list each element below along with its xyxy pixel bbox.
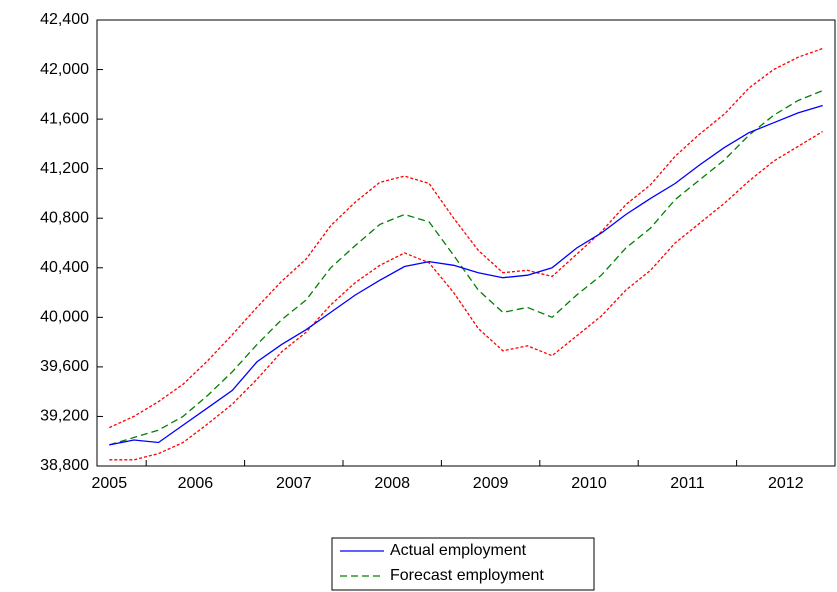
y-tick-label: 38,800 bbox=[40, 457, 89, 474]
x-tick-label: 2010 bbox=[571, 475, 607, 492]
x-tick-label: 2005 bbox=[92, 475, 128, 492]
x-tick-label: 2006 bbox=[178, 475, 214, 492]
series-line bbox=[109, 104, 823, 446]
y-tick-label: 42,000 bbox=[40, 61, 89, 78]
legend-label: Actual employment bbox=[390, 542, 527, 559]
x-tick-label: 2007 bbox=[276, 475, 312, 492]
x-tick-label: 2009 bbox=[473, 475, 509, 492]
y-tick-label: 40,800 bbox=[40, 209, 89, 226]
legend-box bbox=[331, 537, 595, 591]
y-tick-label: 39,200 bbox=[40, 408, 89, 425]
series-line bbox=[109, 47, 823, 429]
y-tick-label: 40,400 bbox=[40, 259, 89, 276]
y-tick-label: 41,600 bbox=[40, 110, 89, 127]
y-tick-label: 42,400 bbox=[40, 11, 89, 28]
series-line bbox=[109, 89, 823, 446]
x-tick-label: 2011 bbox=[670, 475, 705, 492]
plot-frame bbox=[96, 19, 836, 467]
y-tick-label: 40,000 bbox=[40, 309, 89, 326]
x-tick-label: 2008 bbox=[374, 475, 410, 492]
x-tick-label: 2012 bbox=[768, 475, 804, 492]
legend-label: Forecast employment bbox=[390, 567, 544, 584]
y-tick-label: 41,200 bbox=[40, 160, 89, 177]
series-line bbox=[109, 130, 824, 461]
y-tick-label: 39,600 bbox=[40, 358, 89, 375]
